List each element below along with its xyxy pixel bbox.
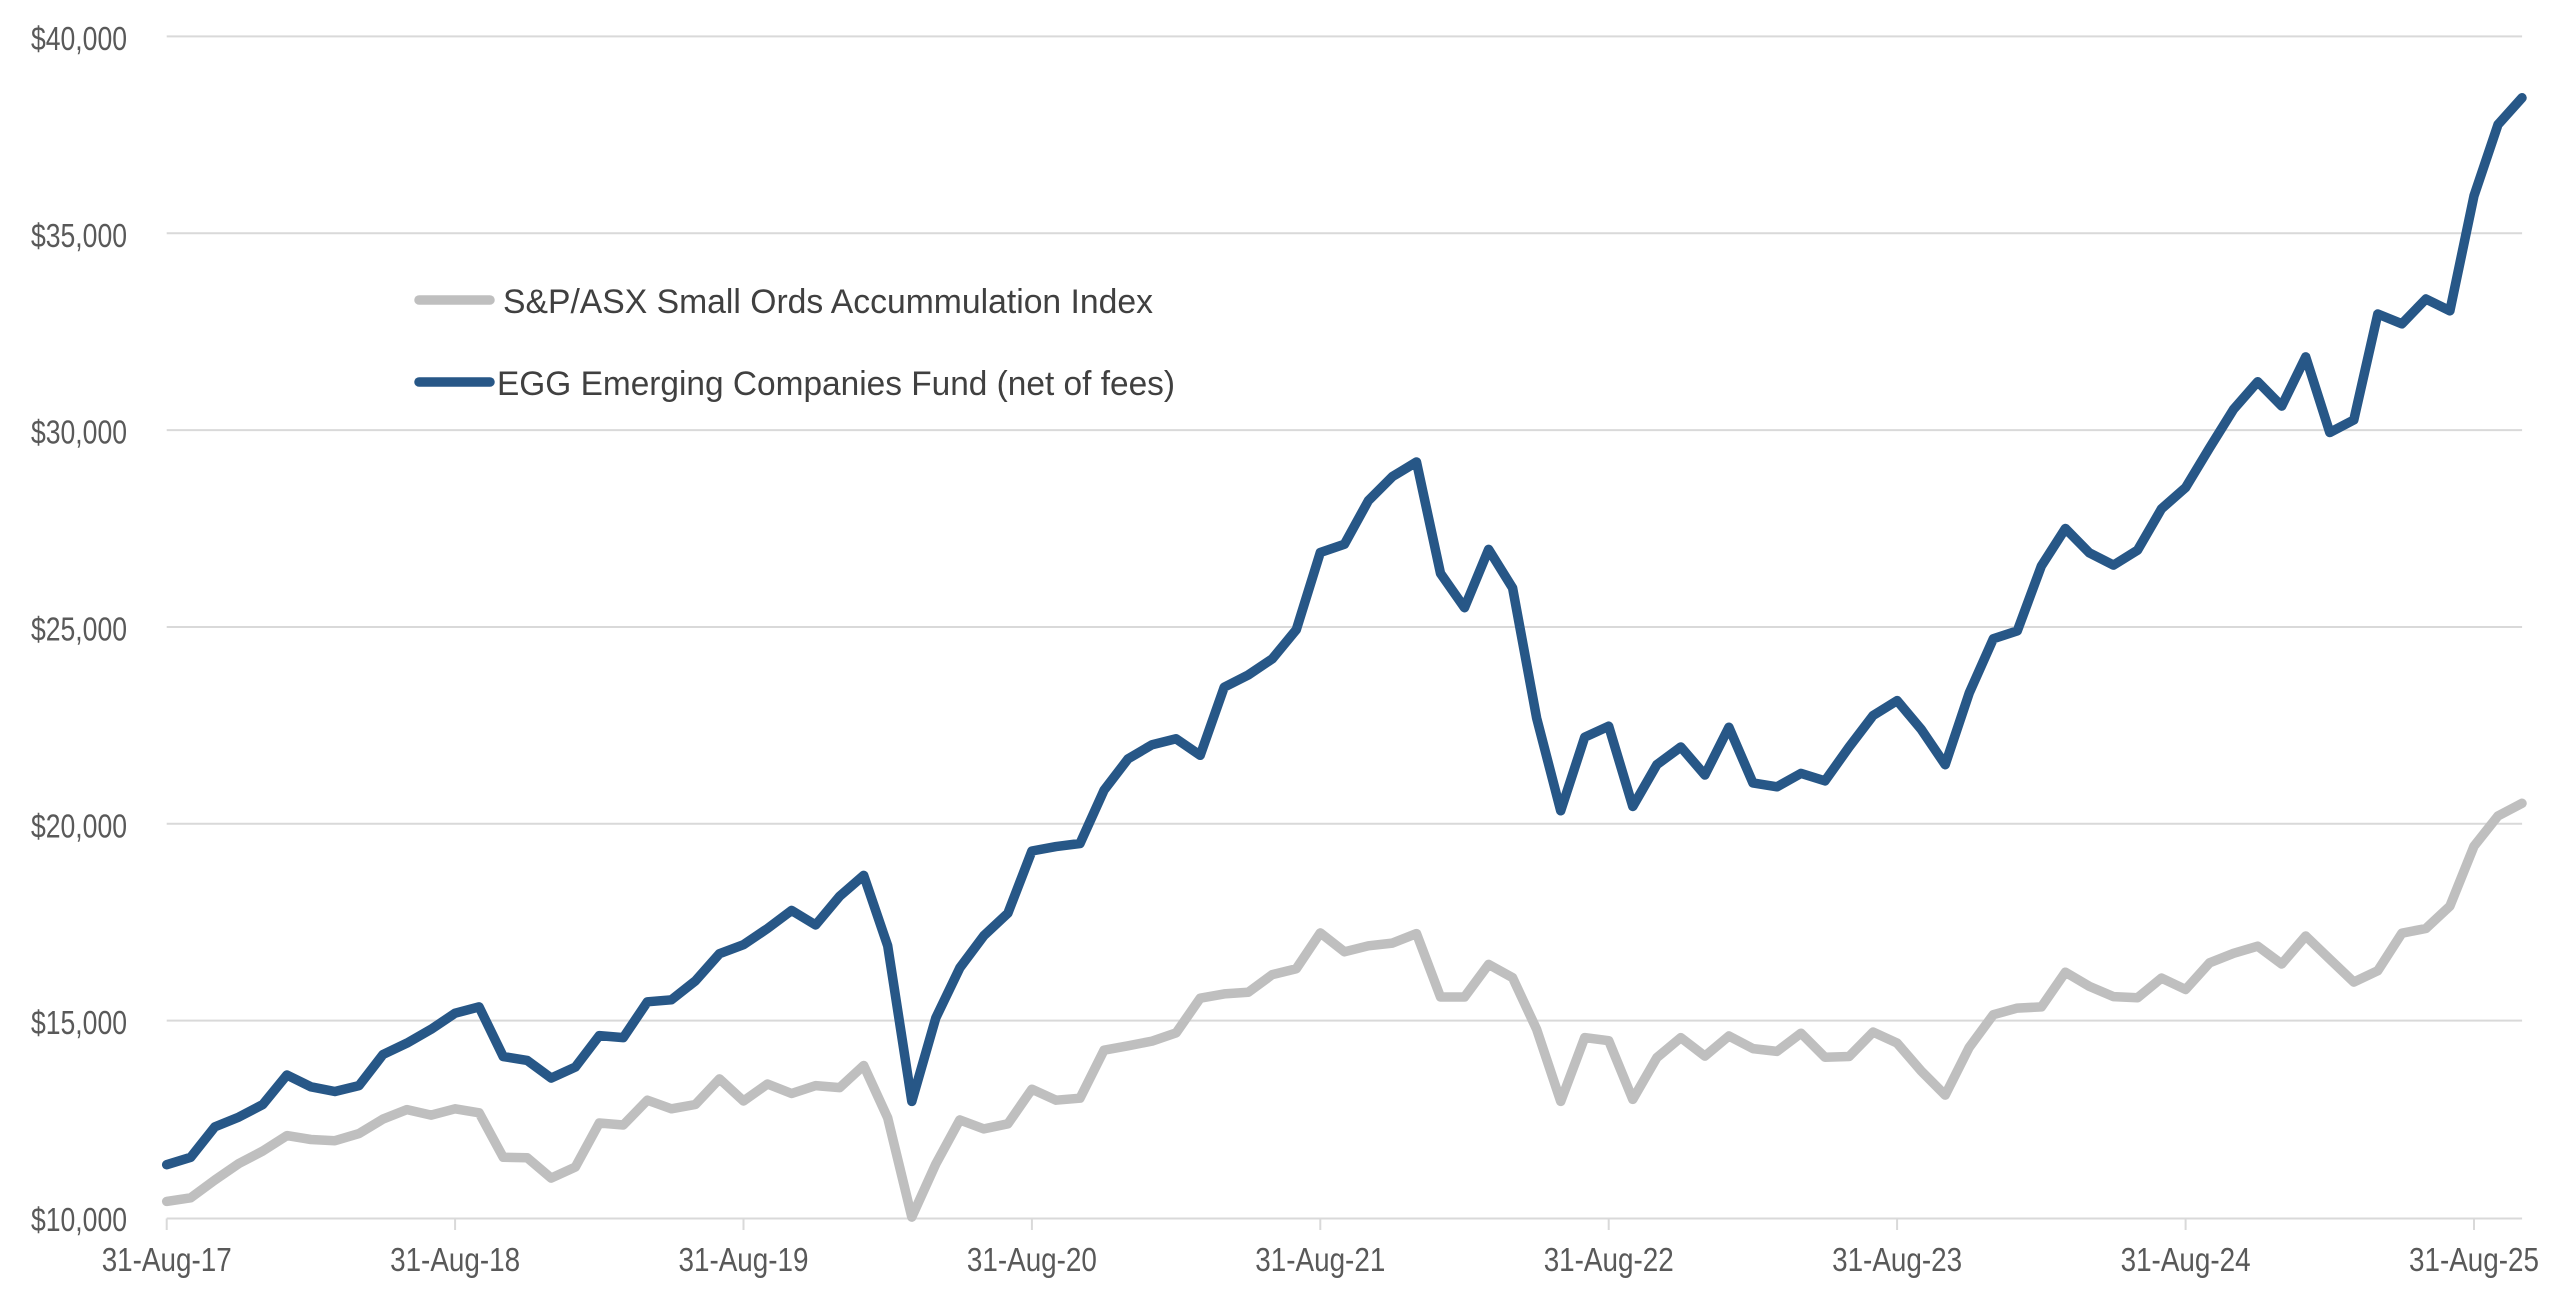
svg-text:31-Aug-23: 31-Aug-23 [1832, 1241, 1962, 1278]
svg-text:31-Aug-22: 31-Aug-22 [1544, 1241, 1674, 1278]
svg-text:31-Aug-21: 31-Aug-21 [1255, 1241, 1385, 1278]
svg-text:31-Aug-18: 31-Aug-18 [390, 1241, 520, 1278]
svg-text:31-Aug-17: 31-Aug-17 [102, 1241, 232, 1278]
svg-text:$10,000: $10,000 [31, 1201, 127, 1238]
svg-text:31-Aug-25: 31-Aug-25 [2409, 1241, 2539, 1278]
svg-text:$35,000: $35,000 [31, 217, 127, 254]
svg-text:31-Aug-19: 31-Aug-19 [679, 1241, 809, 1278]
svg-text:31-Aug-24: 31-Aug-24 [2121, 1241, 2251, 1278]
svg-text:S&P/ASX Small Ords Accummulati: S&P/ASX Small Ords Accummulation Index [503, 283, 1153, 321]
svg-text:31-Aug-20: 31-Aug-20 [967, 1241, 1097, 1278]
svg-text:EGG Emerging Companies Fund (n: EGG Emerging Companies Fund (net of fees… [497, 365, 1175, 403]
svg-text:$40,000: $40,000 [31, 20, 127, 57]
svg-text:$30,000: $30,000 [31, 414, 127, 451]
svg-text:$15,000: $15,000 [31, 1004, 127, 1041]
svg-text:$20,000: $20,000 [31, 807, 127, 844]
svg-text:$25,000: $25,000 [31, 610, 127, 647]
